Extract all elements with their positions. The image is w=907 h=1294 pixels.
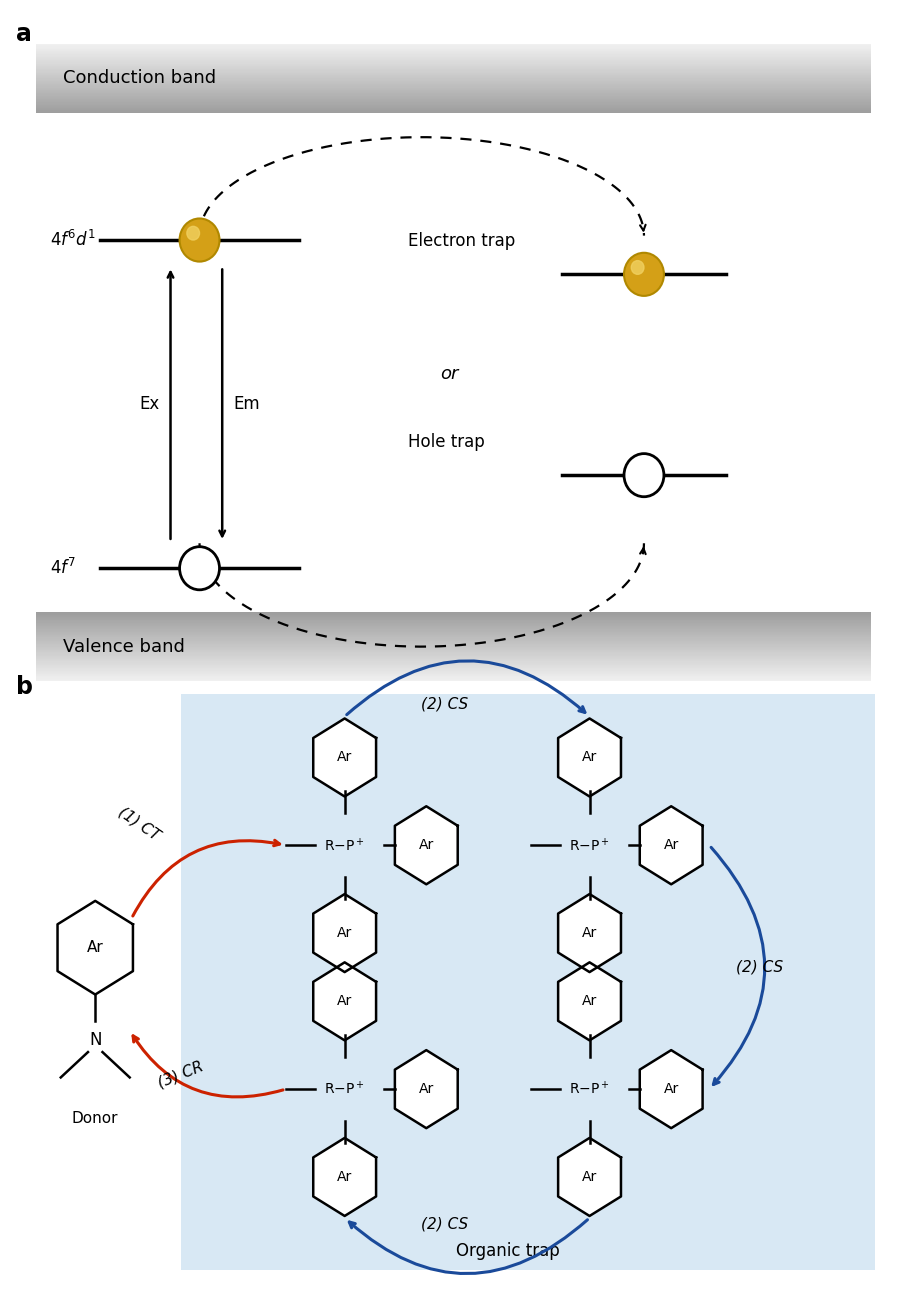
Polygon shape (558, 718, 621, 797)
Text: $4f^6d^1$: $4f^6d^1$ (50, 230, 96, 250)
Polygon shape (395, 806, 458, 884)
Circle shape (180, 219, 219, 261)
Polygon shape (639, 1051, 703, 1128)
Text: b: b (16, 674, 34, 699)
Text: Ex: Ex (140, 395, 160, 413)
Polygon shape (313, 963, 376, 1040)
Text: Ar: Ar (337, 751, 352, 765)
Text: R$-$P$^+$: R$-$P$^+$ (570, 837, 610, 854)
Text: R$-$P$^+$: R$-$P$^+$ (325, 837, 365, 854)
Text: R$-$P$^+$: R$-$P$^+$ (325, 1080, 365, 1097)
Polygon shape (313, 718, 376, 797)
Circle shape (624, 252, 664, 296)
Text: or: or (440, 365, 458, 383)
Text: Donor: Donor (72, 1110, 119, 1126)
Text: Electron trap: Electron trap (408, 232, 515, 250)
Text: Ar: Ar (664, 1082, 678, 1096)
Text: Ar: Ar (419, 1082, 434, 1096)
Text: (2) CS: (2) CS (736, 960, 784, 974)
Polygon shape (313, 894, 376, 972)
Circle shape (187, 226, 200, 241)
Polygon shape (558, 1137, 621, 1216)
Circle shape (180, 546, 219, 590)
Text: a: a (16, 22, 33, 45)
Circle shape (631, 260, 644, 274)
Text: Ar: Ar (337, 1170, 352, 1184)
Text: Hole trap: Hole trap (408, 432, 485, 450)
Text: Organic trap: Organic trap (456, 1242, 560, 1260)
Text: (3) CR: (3) CR (156, 1058, 206, 1091)
Text: Ar: Ar (582, 1170, 597, 1184)
Text: (2) CS: (2) CS (421, 1216, 468, 1232)
Text: R$-$P$^+$: R$-$P$^+$ (570, 1080, 610, 1097)
Text: Ar: Ar (582, 927, 597, 939)
Polygon shape (395, 1051, 458, 1128)
Text: (1) CT: (1) CT (116, 805, 163, 844)
Text: Ar: Ar (337, 927, 352, 939)
Circle shape (624, 454, 664, 497)
Polygon shape (558, 963, 621, 1040)
Text: N: N (89, 1031, 102, 1049)
Text: Conduction band: Conduction band (63, 70, 217, 88)
Bar (181, 694, 875, 1269)
Polygon shape (639, 806, 703, 884)
Text: Ar: Ar (582, 751, 597, 765)
Text: Em: Em (233, 395, 259, 413)
Polygon shape (57, 901, 133, 995)
Text: Ar: Ar (337, 994, 352, 1008)
Polygon shape (313, 1137, 376, 1216)
Text: Ar: Ar (87, 941, 103, 955)
Text: Valence band: Valence band (63, 638, 185, 656)
Text: $4f^7$: $4f^7$ (50, 558, 76, 578)
Text: Ar: Ar (582, 994, 597, 1008)
Text: Ar: Ar (664, 839, 678, 853)
Polygon shape (558, 894, 621, 972)
Text: Ar: Ar (419, 839, 434, 853)
Text: (2) CS: (2) CS (421, 696, 468, 712)
